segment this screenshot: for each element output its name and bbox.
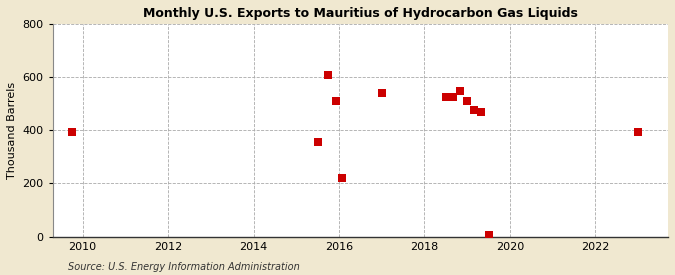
Point (632, 130, 643, 134)
Text: Source: U.S. Energy Information Administration: Source: U.S. Energy Information Administ… (68, 262, 299, 272)
Point (377, 91, 387, 95)
Point (469, 108, 480, 112)
Point (330, 99, 341, 103)
Point (66, 130, 77, 134)
Point (323, 73, 333, 78)
Point (440, 94, 451, 99)
Point (483, 233, 494, 238)
Point (454, 89, 465, 93)
Point (448, 95, 458, 99)
Point (476, 109, 487, 114)
Y-axis label: Thousand Barrels: Thousand Barrels (7, 82, 17, 179)
Point (337, 176, 348, 180)
Point (462, 99, 472, 103)
Title: Monthly U.S. Exports to Mauritius of Hydrocarbon Gas Liquids: Monthly U.S. Exports to Mauritius of Hyd… (143, 7, 578, 20)
Point (313, 140, 323, 144)
